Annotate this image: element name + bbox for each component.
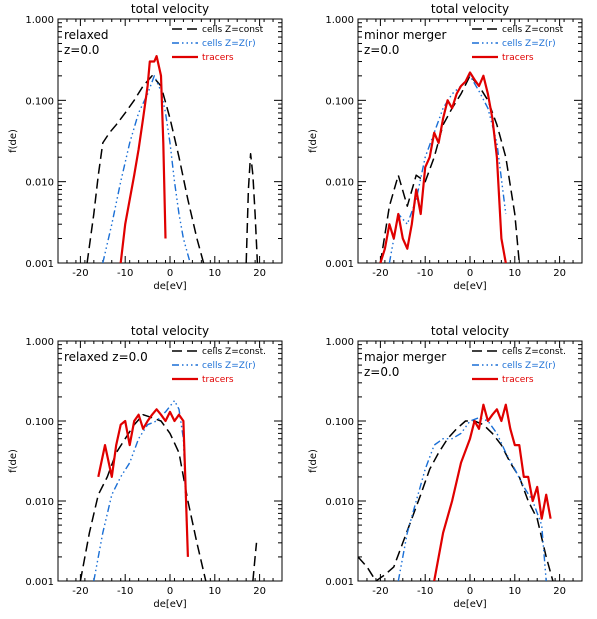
x-tick-label: 0	[167, 586, 173, 597]
legend-label: cells Z=Z(r)	[502, 361, 556, 371]
x-tick-label: 20	[253, 268, 266, 279]
legend-label: tracers	[502, 53, 534, 63]
y-tick-label: 0.010	[325, 497, 354, 508]
y-tick-label: 0.001	[325, 577, 354, 588]
chart-panel-4: total velocity -20 -10 0 10 20 0.001 0.010 0.100…	[308, 324, 583, 610]
y-tick-label: 1.000	[25, 337, 54, 348]
panel-annotation: z=0.0	[64, 43, 99, 57]
y-tick-label: 0.010	[25, 178, 54, 189]
legend-label: cells Z=Z(r)	[202, 361, 256, 371]
x-tick-label: -10	[417, 268, 433, 279]
x-tick-label: 10	[508, 268, 521, 279]
series-line-cells-z-z-r-	[397, 417, 547, 581]
legend-label: cells Z=const	[502, 25, 564, 35]
y-axis-label: f(de)	[8, 129, 19, 153]
chart-title: total velocity	[131, 324, 209, 338]
x-tick-label: 10	[208, 586, 221, 597]
x-tick-label: -20	[372, 586, 388, 597]
legend-label: cells Z=Z(r)	[502, 39, 556, 49]
chart-title: total velocity	[431, 324, 509, 338]
y-tick-label: 0.001	[25, 259, 54, 270]
x-tick-label: -20	[72, 268, 88, 279]
panel-annotation: major merger	[364, 350, 446, 364]
x-tick-label: 10	[208, 268, 221, 279]
x-tick-label: 20	[253, 586, 266, 597]
chart-title: total velocity	[431, 2, 509, 16]
y-tick-label: 0.100	[325, 96, 354, 107]
chart-panel-2: total velocity -20 -10 0 10 20 0.001 0.010 0.100…	[308, 2, 583, 292]
y-axis-label: f(de)	[308, 129, 319, 153]
x-tick-label: -10	[117, 268, 133, 279]
y-tick-label: 0.100	[25, 417, 54, 428]
series-line-extra	[245, 153, 259, 263]
y-tick-label: 0.100	[25, 96, 54, 107]
y-tick-label: 1.000	[325, 15, 354, 26]
x-axis-label: de[eV]	[153, 599, 186, 610]
x-tick-label: -10	[417, 586, 433, 597]
x-tick-label: 10	[508, 586, 521, 597]
panel-annotation: relaxed z=0.0	[64, 350, 148, 364]
y-tick-label: 0.010	[25, 497, 54, 508]
x-tick-label: 0	[467, 268, 473, 279]
x-tick-label: 20	[553, 268, 566, 279]
series-line-cells-z-z-r-	[102, 75, 191, 263]
panel-annotation: z=0.0	[364, 365, 399, 379]
plot-frame	[57, 340, 283, 582]
series-line-cells-z-z-r-	[93, 399, 189, 581]
series-line-tracers	[97, 408, 189, 557]
legend-label: cells Z=const.	[502, 347, 566, 357]
legend-label: tracers	[202, 375, 234, 385]
x-tick-label: 0	[167, 268, 173, 279]
panel-annotation: z=0.0	[364, 43, 399, 57]
chart-panel-1: total velocity -20 -10 0 10 20 0.001 0.010 0.100…	[8, 2, 283, 292]
y-tick-label: 1.000	[325, 337, 354, 348]
legend-label: cells Z=const	[202, 25, 264, 35]
x-axis-label: de[eV]	[153, 281, 186, 292]
y-axis-label: f(de)	[8, 449, 19, 473]
series-line-cells-z-const-	[358, 420, 554, 581]
x-axis-label: de[eV]	[453, 281, 486, 292]
legend-label: cells Z=const.	[202, 347, 266, 357]
x-tick-label: -10	[117, 586, 133, 597]
series-line-tracers	[379, 71, 507, 263]
y-tick-label: 0.100	[325, 417, 354, 428]
panel-annotation: relaxed	[64, 28, 108, 42]
series-line-extra	[252, 542, 258, 581]
x-tick-label: -20	[72, 586, 88, 597]
chart-title: total velocity	[131, 2, 209, 16]
chart-panel-3: total velocity -20 -10 0 10 20 0.001 0.010 0.100…	[8, 324, 283, 610]
y-tick-label: 0.010	[325, 178, 354, 189]
y-tick-label: 1.000	[25, 15, 54, 26]
series-line-tracers	[119, 54, 167, 263]
x-tick-label: 20	[553, 586, 566, 597]
series-line-cells-z-const	[86, 75, 205, 263]
legend-label: tracers	[502, 375, 534, 385]
x-tick-label: 0	[467, 586, 473, 597]
y-tick-label: 0.001	[325, 259, 354, 270]
x-tick-label: -20	[372, 268, 388, 279]
series-line-cells-z-const-	[79, 413, 207, 581]
y-tick-label: 0.001	[25, 577, 54, 588]
legend-label: tracers	[202, 53, 234, 63]
legend-label: cells Z=Z(r)	[202, 39, 256, 49]
series-line-tracers	[433, 403, 552, 581]
panel-annotation: minor merger	[364, 28, 447, 42]
y-axis-label: f(de)	[308, 449, 319, 473]
x-axis-label: de[eV]	[453, 599, 486, 610]
